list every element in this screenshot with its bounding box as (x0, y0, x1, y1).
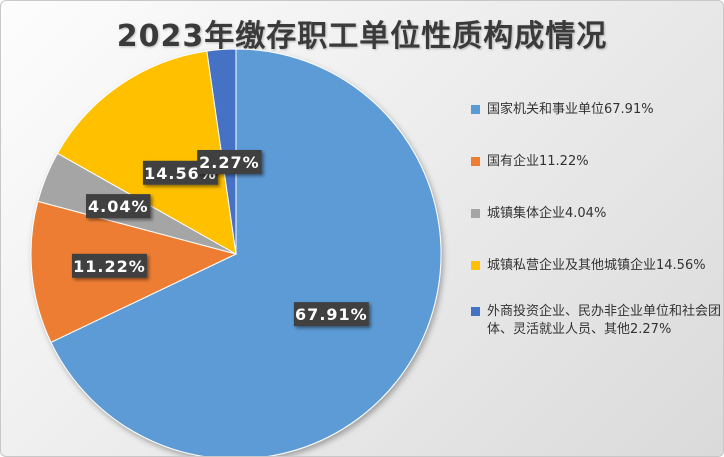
legend-item-private: 城镇私营企业及其他城镇企业14.56% (471, 257, 721, 275)
legend-label: 外商投资企业、民办非企业单位和社会团体、灵活就业人员、其他2.27% (487, 304, 722, 337)
legend-label: 国家机关和事业单位67.91% (487, 102, 654, 117)
data-label-box (86, 194, 151, 219)
legend-label: 城镇私营企业及其他城镇企业14.56% (487, 258, 706, 273)
data-label-text: 67.91% (295, 305, 368, 324)
legend-swatch (471, 105, 480, 114)
legend-swatch (471, 307, 480, 316)
legend-item-state-owned: 国有企业11.22% (471, 153, 721, 171)
chart-title: 2023年缴存职工单位性质构成情况 (116, 19, 608, 54)
data-label-box (71, 253, 147, 278)
legend-swatch (471, 209, 480, 218)
data-label-box (293, 302, 369, 327)
slice-private (56, 50, 237, 255)
legend-item-government: 国家机关和事业单位67.91% (471, 101, 721, 119)
slice-government (50, 48, 442, 456)
data-label-text: 11.22% (73, 257, 146, 276)
legend-item-foreign-other: 外商投资企业、民办非企业单位和社会团体、灵活就业人员、其他2.27% (471, 303, 721, 339)
data-label-text: 4.04% (88, 197, 149, 216)
data-label: 2.27% (197, 149, 262, 174)
legend-swatch (471, 157, 480, 166)
legend: 国家机关和事业单位67.91% 国有企业11.22% 城镇集体企业4.04% 城… (471, 101, 721, 373)
data-label: 4.04% (86, 194, 151, 219)
data-label-text: 2.27% (199, 153, 260, 172)
data-label: 11.22% (71, 253, 147, 278)
legend-item-collective: 城镇集体企业4.04% (471, 205, 721, 223)
data-label: 67.91% (293, 302, 369, 327)
legend-label: 城镇集体企业4.04% (487, 206, 607, 221)
legend-label: 国有企业11.22% (487, 154, 589, 169)
legend-swatch (471, 261, 480, 270)
data-label-box (197, 149, 262, 174)
